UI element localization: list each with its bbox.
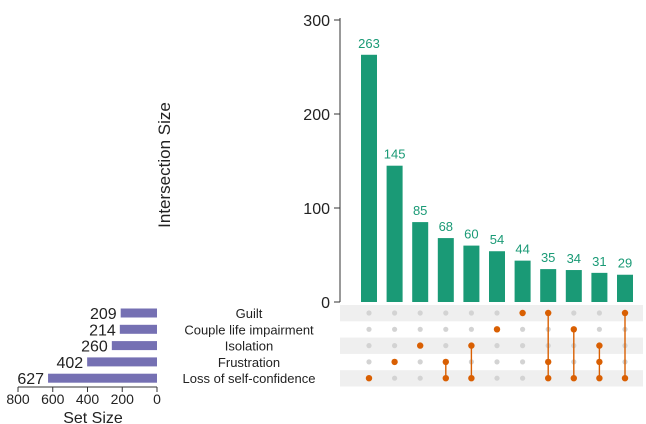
intersection-value-label: 31 [592,254,606,269]
set-size-value-label: 209 [90,306,117,323]
set-size-tick-label: 400 [76,391,100,407]
matrix-dot-inactive [417,310,423,316]
y-tick-label: 100 [303,201,330,218]
matrix-dot-active [519,309,526,317]
matrix-dot-active [493,326,501,333]
matrix-dot-inactive [366,326,372,332]
matrix-dot-active [468,342,475,349]
intersection-bar [617,274,633,302]
matrix-dot-inactive [417,359,423,365]
matrix-dot-inactive [392,310,398,316]
set-name-label: Couple life impairment [184,322,314,337]
intersection-value-label: 263 [358,36,380,51]
intersection-bar [463,245,480,302]
set-size-bar [119,324,157,334]
intersection-bar [412,222,429,302]
matrix-dot-active [442,358,449,366]
matrix-dot-inactive [494,375,500,381]
matrix-dot-inactive [520,375,526,381]
y-tick-label: 200 [303,107,330,124]
intersection-value-label: 35 [541,250,555,265]
matrix-dot-inactive [571,310,577,316]
matrix-row-shade [340,337,643,354]
matrix-dot-active [391,358,398,366]
matrix-area [340,305,643,387]
matrix-row-shade [340,305,643,322]
intersection-value-label: 34 [567,251,581,266]
set-size-bar [87,357,157,367]
matrix-dot-inactive [596,326,603,332]
intersection-bars-area: 263 145 85 68 60 54 44 35 34 31 29 [358,36,633,302]
intersection-bar [437,238,454,302]
intersection-value-label: 60 [464,227,478,242]
set-size-tick-label: 800 [6,391,30,407]
intersection-value-label: 68 [439,219,453,234]
set-name-label: Guilt [236,306,263,321]
intersection-bar [514,260,531,302]
intersection-axis: 0 100 200 300 Intersection Size [155,13,341,312]
matrix-dot-inactive [392,326,398,332]
intersection-bar [565,270,582,302]
intersection-value-label: 145 [384,147,406,162]
set-size-axis-label: Set Size [63,410,123,424]
set-size-bar [111,341,157,351]
set-size-bar [120,308,157,318]
intersection-value-label: 29 [618,256,632,271]
matrix-dot-inactive [392,343,398,349]
matrix-dot-inactive [494,310,500,316]
matrix-dot-inactive [596,310,603,316]
matrix-dot-inactive [366,343,372,349]
intersection-bar [361,54,377,302]
matrix-dot-inactive [468,310,474,316]
set-size-value-label: 260 [81,339,108,356]
set-size-tick-label: 200 [111,391,135,407]
matrix-dot-inactive [417,375,423,381]
set-size-tick-label: 600 [41,391,65,407]
intersection-bar [489,251,505,302]
matrix-dot-active [417,342,424,349]
matrix-dot-inactive [443,326,449,332]
set-size-value-label: 214 [89,322,116,339]
intersection-bar [386,165,403,302]
matrix-dot-inactive [494,359,500,365]
set-name-label: Isolation [225,339,273,354]
set-size-bar [48,373,158,383]
matrix-dot-active [365,375,373,382]
matrix-dot-inactive [494,343,500,349]
matrix-dot-inactive [366,359,372,365]
intersection-value-label: 85 [413,203,427,218]
matrix-dot-inactive [392,375,398,381]
y-axis-label: Intersection Size [155,102,174,228]
matrix-dot-inactive [366,310,372,316]
intersection-value-label: 44 [515,242,529,257]
matrix-row-shade [340,370,643,387]
set-name-label: Frustration [218,355,280,370]
intersection-bar [591,272,608,302]
y-tick-label: 300 [303,13,330,30]
intersection-value-label: 54 [490,232,504,247]
matrix-dot-inactive [443,343,449,349]
matrix-dot-inactive [520,343,526,349]
set-size-value-label: 627 [17,371,44,388]
set-size-area: 209 Guilt 214 Couple life impairment 260 Isol… [6,306,315,424]
matrix-dot-inactive [468,326,474,332]
matrix-dot-inactive [417,326,423,332]
y-tick-label: 0 [321,295,330,312]
matrix-dot-inactive [520,326,526,332]
set-size-tick-label: 0 [153,391,161,407]
matrix-dot-active [596,342,603,349]
matrix-dot-inactive [443,310,449,316]
intersection-bar [540,269,557,302]
matrix-dot-inactive [520,359,526,365]
set-size-value-label: 402 [56,355,83,372]
set-name-label: Loss of self-confidence [183,371,316,386]
